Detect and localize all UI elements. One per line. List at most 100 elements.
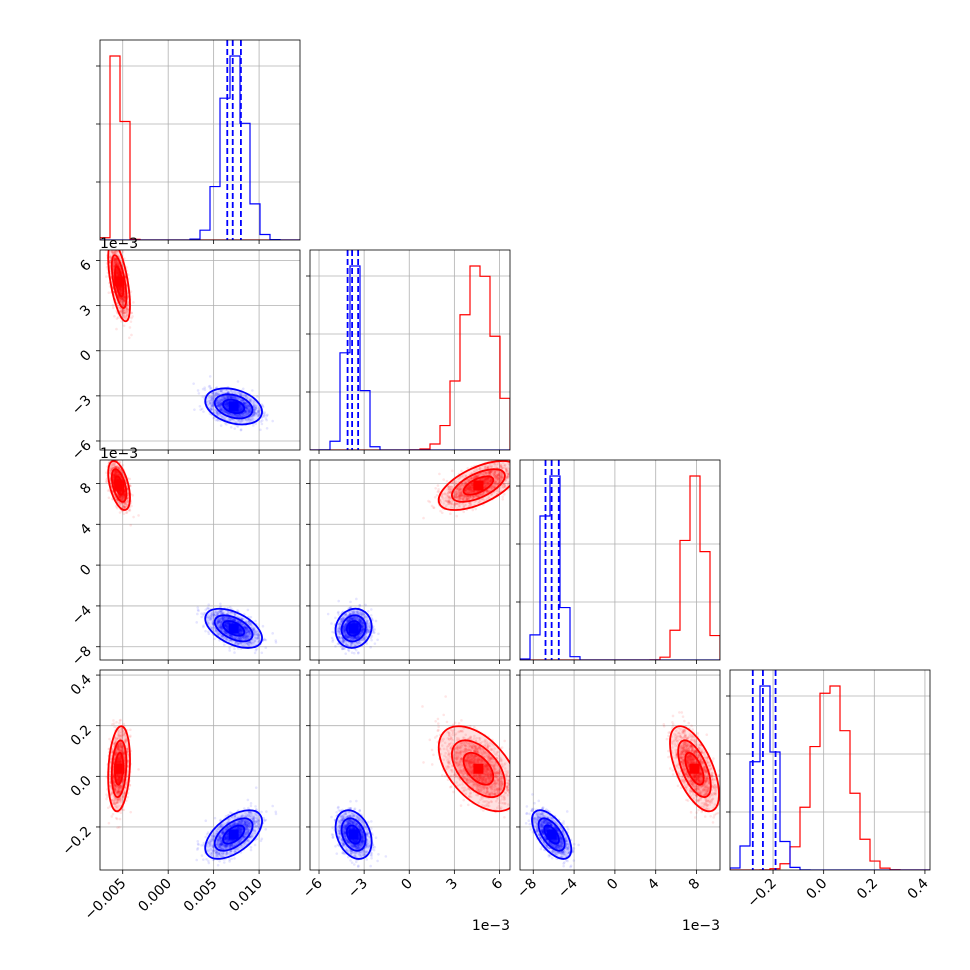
red-sample-point [122, 496, 126, 499]
blue-histogram [310, 265, 510, 450]
blue-sample-point [226, 404, 230, 407]
red-sample-point [129, 523, 133, 527]
blue-sample-point [243, 401, 246, 405]
red-sample-point [118, 287, 122, 291]
blue-sample-point [213, 394, 216, 397]
red-sample-point [122, 295, 126, 299]
red-sample-point [110, 464, 114, 468]
red-sample-point [122, 315, 126, 318]
red-sample-point [114, 470, 118, 473]
blue-sample-point [254, 405, 258, 408]
red-sample-point [119, 287, 122, 290]
red-sample-point [112, 473, 116, 477]
blue-sample-point [219, 403, 223, 407]
blue-sample-point [218, 405, 221, 408]
blue-sample-point [233, 427, 237, 430]
blue-sample-point [232, 395, 235, 399]
red-sample-point [115, 268, 119, 272]
blue-sample-point [240, 415, 243, 418]
red-sample-point [122, 311, 126, 315]
red-sample-point [122, 493, 126, 497]
red-sample-point [113, 259, 116, 263]
red-sample-point [112, 259, 116, 262]
blue-sample-point [215, 402, 219, 406]
red-sample-point [123, 506, 127, 509]
blue-sample-point [224, 410, 227, 414]
blue-sample-point [257, 410, 260, 414]
red-sample-point [112, 260, 116, 263]
blue-sample-point [239, 392, 243, 396]
panel-1-1 [306, 249, 511, 454]
blue-sample-point [244, 401, 247, 405]
blue-sample-point [260, 422, 264, 426]
blue-sample-point [209, 387, 212, 390]
red-sample-point [130, 316, 133, 320]
red-sample-point [121, 297, 124, 301]
blue-sample-point [274, 641, 278, 644]
red-sample-point [115, 261, 119, 265]
blue-sample-point [233, 396, 237, 400]
blue-sample-point [218, 405, 222, 409]
red-sample-point [123, 296, 126, 299]
blue-sample-point [215, 413, 219, 417]
red-sample-point [121, 308, 125, 312]
red-density-peak [114, 276, 125, 287]
blue-sample-point [219, 399, 222, 402]
red-sample-point [119, 297, 123, 300]
red-sample-point [124, 315, 128, 318]
blue-sample-point [219, 401, 223, 404]
blue-sample-point [241, 412, 245, 415]
blue-sample-point [213, 637, 216, 641]
red-sample-point [122, 493, 126, 497]
blue-sample-point [207, 385, 211, 388]
red-sample-point [116, 271, 120, 274]
blue-sample-point [250, 414, 254, 418]
blue-sample-point [214, 408, 217, 412]
blue-sample-point [225, 402, 229, 406]
red-sample-point [115, 262, 119, 265]
blue-sample-point [230, 396, 233, 399]
red-sample-point [117, 264, 121, 267]
blue-sample-point [221, 398, 225, 401]
red-sample-point [113, 262, 116, 265]
red-sample-point [120, 297, 124, 301]
blue-sample-point [222, 410, 226, 414]
red-sample-point [109, 468, 113, 471]
blue-sample-point [225, 406, 229, 409]
red-sample-point [112, 473, 116, 477]
red-sample-point [121, 298, 124, 301]
red-sample-point [123, 502, 126, 505]
red-sample-point [110, 467, 114, 470]
red-sample-point [116, 478, 120, 482]
blue-sample-point [254, 407, 258, 410]
blue-sample-point [239, 428, 243, 431]
blue-sample-point [238, 404, 242, 408]
red-sample-point [113, 261, 116, 265]
blue-sample-point [254, 406, 257, 410]
red-sample-point [114, 257, 117, 260]
blue-sample-point [254, 619, 257, 623]
red-sample-point [122, 299, 126, 303]
blue-sample-point [248, 410, 251, 414]
blue-sample-point [235, 414, 239, 418]
red-sample-point [119, 298, 123, 302]
blue-sample-point [210, 395, 213, 398]
plot-area [310, 250, 510, 450]
blue-sample-point [220, 398, 224, 402]
blue-sample-point [219, 409, 223, 412]
red-sample-point [113, 474, 116, 477]
red-sample-point [119, 496, 122, 499]
blue-sample-point [239, 406, 242, 410]
red-histogram [310, 265, 510, 450]
red-sample-point [112, 258, 116, 261]
red-sample-point [122, 297, 125, 301]
red-sample-point [126, 496, 130, 500]
red-sample-point [118, 511, 122, 514]
blue-sample-point [208, 384, 212, 388]
blue-sample-point [224, 403, 227, 406]
red-sample-point [112, 475, 116, 479]
red-sample-point [125, 307, 129, 311]
red-sample-point [126, 499, 130, 503]
blue-sample-point [256, 395, 259, 398]
blue-sample-point [244, 411, 247, 415]
